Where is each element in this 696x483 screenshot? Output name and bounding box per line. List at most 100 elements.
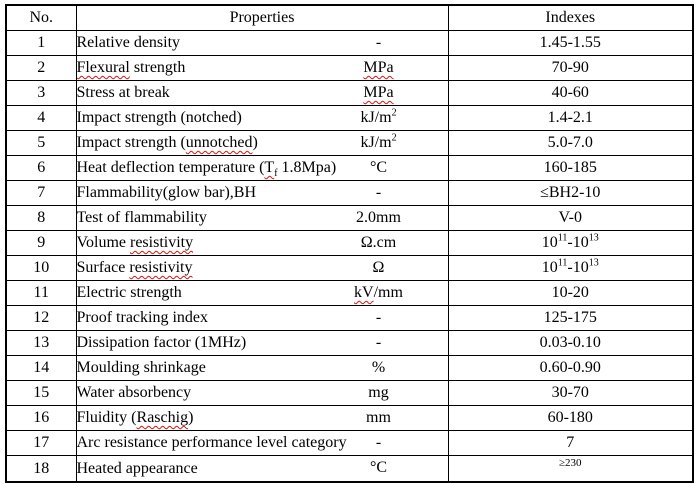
cell-row-number: 13 (5, 330, 77, 356)
cell-row-number: 4 (5, 105, 77, 131)
table-row: 5 Impact strength (unnotched) kJ/m2 5.0-7.0 (5, 130, 694, 156)
cell-row-number: 6 (5, 155, 77, 181)
text-segment: strength (129, 59, 186, 76)
property-name: Fluidity (Raschig) (77, 409, 194, 426)
cell-property: Impact strength (unnotched) kJ/m2 (75, 130, 449, 156)
cell-property: Heated appearance °C (75, 455, 449, 483)
cell-property: Relative density - (75, 30, 449, 56)
text-segment: 0.60-0.90 (539, 359, 601, 376)
property-name: Surface resistivity (76, 259, 193, 276)
text-segment: Surface (76, 259, 130, 276)
property-name: Moulding shrinkage (77, 359, 206, 376)
text-segment: unnotched (185, 134, 253, 151)
property-unit: mg (309, 382, 448, 405)
text-segment: resistivity (129, 234, 194, 251)
text-segment: 70-90 (551, 59, 589, 76)
text-segment: ) (188, 409, 194, 426)
cell-row-number: 9 (5, 230, 77, 256)
text-segment: 1.45-1.55 (539, 34, 601, 51)
header-indexes: Indexes (447, 4, 694, 31)
property-unit: MPa (309, 82, 448, 105)
text-segment: resistivity (129, 259, 193, 276)
table-row: 3 Stress at break MPa 40-60 (5, 80, 694, 106)
cell-index-value: ≥230 (447, 455, 694, 483)
cell-property: Surface resistivity Ω (75, 255, 449, 281)
text-segment: Impact strength ( (76, 134, 186, 151)
cell-index-value: 1.45-1.55 (447, 30, 694, 56)
text-segment: Moulding shrinkage (76, 359, 206, 376)
text-segment: ≤BH2-10 (540, 184, 601, 201)
cell-row-number: 16 (5, 405, 77, 431)
text-segment: kJ/m (360, 109, 392, 126)
table-row: 10 Surface resistivity Ω 1011-1013 (5, 255, 694, 281)
text-segment: 13 (588, 257, 599, 269)
text-segment: Heated appearance (76, 459, 198, 477)
table-row: 11 Electric strength kV/mm 10-20 (5, 280, 694, 306)
cell-property: Volume resistivity Ω.cm (75, 230, 449, 256)
text-segment: 2.0mm (356, 209, 401, 226)
table-row: 2 Flexural strength MPa 70-90 (5, 55, 694, 81)
cell-index-value: V-0 (447, 205, 694, 231)
text-segment: 11 (557, 232, 568, 244)
cell-row-number: 7 (5, 180, 77, 206)
property-unit: kV/mm (309, 282, 448, 305)
cell-index-value: ≤BH2-10 (447, 180, 694, 206)
cell-property: Flammability(glow bar),BH - (75, 180, 449, 206)
text-segment: 7 (566, 434, 575, 451)
cell-index-value: 30-70 (447, 380, 694, 406)
header-row: No. Properties Indexes (5, 4, 694, 31)
text-segment: Arc resistance performance level categor… (76, 434, 347, 451)
cell-property: Water absorbency mg (75, 380, 449, 406)
text-segment: -10 (567, 234, 589, 251)
cell-row-number: 12 (5, 305, 77, 331)
text-segment: Flexural (76, 59, 130, 76)
text-segment: Ω (372, 259, 385, 276)
cell-index-value: 160-185 (447, 155, 694, 181)
cell-property: Dissipation factor (1MHz) - (75, 330, 449, 356)
text-segment: °C (369, 459, 388, 476)
property-name: Proof tracking index (76, 309, 209, 326)
property-unit: - (309, 307, 448, 330)
cell-row-number: 3 (5, 80, 77, 106)
text-segment: Water absorbency (76, 384, 192, 401)
cell-index-value: 1.4-2.1 (447, 105, 694, 131)
property-name: Dissipation factor (1MHz) (77, 334, 246, 351)
text-segment: MPa (363, 59, 394, 76)
cell-row-number: 11 (5, 280, 77, 306)
text-segment: Ω.cm (360, 234, 397, 251)
text-segment: 1.4-2.1 (547, 109, 593, 126)
property-name: Impact strength (notched) (77, 109, 242, 126)
property-name: Electric strength (77, 284, 182, 301)
text-segment: 40-60 (551, 84, 589, 101)
property-unit: Ω (309, 257, 448, 280)
text-segment: Test of flammability (76, 209, 207, 226)
cell-property: Test of flammability 2.0mm (75, 205, 449, 231)
text-segment: Electric strength (76, 284, 182, 301)
cell-index-value: 7 (447, 430, 694, 456)
table-row: 4 Impact strength (notched) kJ/m2 1.4-2.1 (5, 105, 694, 131)
table-row: 13 Dissipation factor (1MHz) - 0.03-0.10 (5, 330, 694, 356)
text-segment: Proof tracking index (76, 309, 209, 326)
property-name: Heated appearance (77, 460, 198, 477)
table-row: 15 Water absorbency mg 30-70 (5, 380, 694, 406)
text-segment: ≥230 (558, 457, 582, 469)
cell-property: Impact strength (notched) kJ/m2 (75, 105, 449, 131)
property-unit: - (309, 182, 448, 205)
cell-property: Flexural strength MPa (75, 55, 449, 81)
property-name: Impact strength (unnotched) (77, 134, 258, 151)
text-segment: kJ/m (360, 134, 392, 151)
property-unit: 2.0mm (309, 207, 448, 230)
table-row: 9 Volume resistivity Ω.cm 1011-1013 (5, 230, 694, 256)
text-segment: 1.8Mpa) (277, 159, 337, 176)
text-segment: 2 (391, 107, 397, 119)
cell-row-number: 8 (5, 205, 77, 231)
table-row: 14 Moulding shrinkage% 0.60-0.90 (5, 355, 694, 381)
text-segment: T (264, 159, 275, 176)
cell-index-value: 5.0-7.0 (447, 130, 694, 156)
cell-property: Arc resistance performance level categor… (75, 430, 449, 456)
cell-row-number: 15 (5, 380, 77, 406)
property-unit: kJ/m2 (309, 107, 448, 130)
property-unit: - (309, 432, 448, 455)
property-name: Arc resistance performance level categor… (77, 434, 347, 451)
text-segment: -10 (567, 259, 589, 276)
